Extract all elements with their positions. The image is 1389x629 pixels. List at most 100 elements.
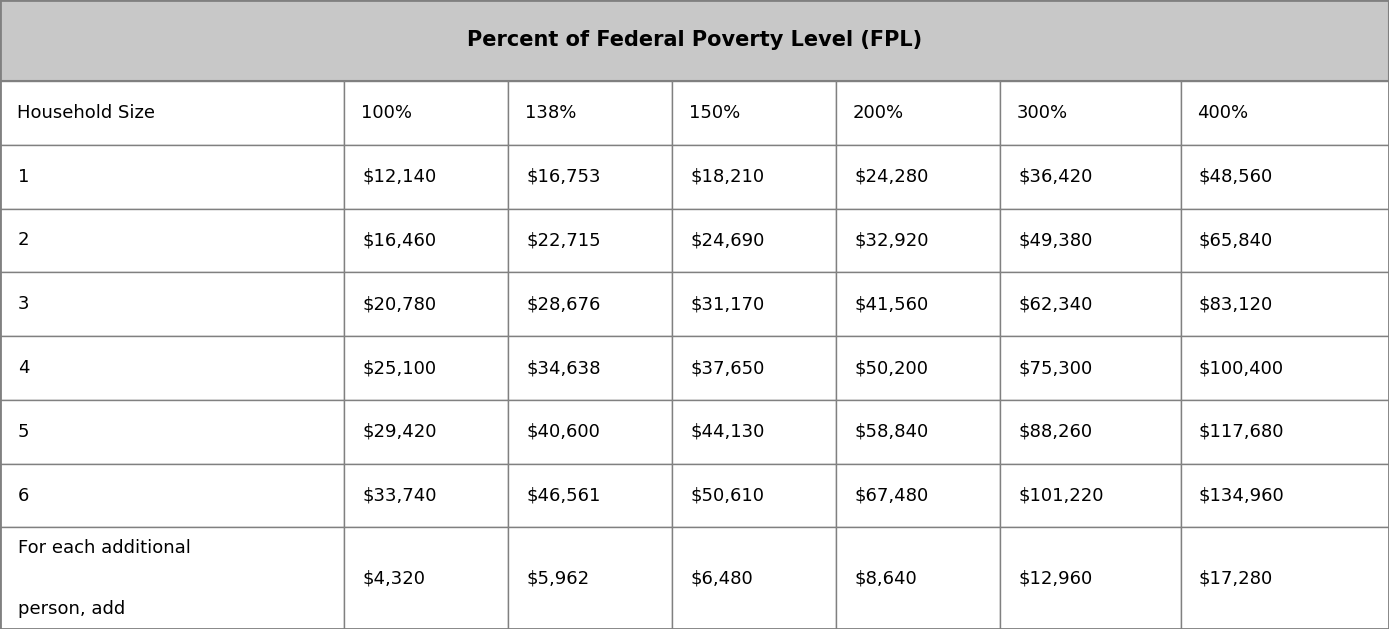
Bar <box>836 145 1000 209</box>
Bar <box>672 528 836 629</box>
Bar <box>1000 81 1181 145</box>
Text: $134,960: $134,960 <box>1199 487 1285 504</box>
Text: person, add: person, add <box>18 599 125 618</box>
Text: $20,780: $20,780 <box>363 295 436 313</box>
Bar <box>836 145 1000 209</box>
Bar <box>1181 81 1389 145</box>
Bar <box>836 400 1000 464</box>
Bar <box>836 272 1000 336</box>
Bar <box>344 336 508 400</box>
Bar <box>1181 145 1389 209</box>
Text: $16,753: $16,753 <box>526 167 601 186</box>
Text: $65,840: $65,840 <box>1199 231 1272 250</box>
Text: $16,460: $16,460 <box>363 231 436 250</box>
Bar <box>1000 336 1181 400</box>
Bar <box>1181 272 1389 336</box>
Bar <box>1000 528 1181 629</box>
Bar <box>344 272 508 336</box>
Text: 5: 5 <box>18 423 29 441</box>
Text: $12,140: $12,140 <box>363 167 436 186</box>
Text: $32,920: $32,920 <box>854 231 929 250</box>
Bar <box>836 400 1000 464</box>
Bar <box>0 145 344 209</box>
Bar <box>344 81 508 145</box>
Text: $88,260: $88,260 <box>1018 423 1092 441</box>
Text: 400%: 400% <box>1197 104 1249 122</box>
Bar <box>0 0 1389 81</box>
Bar <box>672 464 836 528</box>
Bar <box>0 81 344 145</box>
Bar <box>0 81 344 145</box>
Bar <box>1181 400 1389 464</box>
Text: $101,220: $101,220 <box>1018 487 1104 504</box>
Bar <box>344 464 508 528</box>
Bar <box>344 209 508 272</box>
Bar <box>836 528 1000 629</box>
Bar <box>344 336 508 400</box>
Bar <box>508 400 672 464</box>
Text: $12,960: $12,960 <box>1018 569 1092 587</box>
Text: 200%: 200% <box>853 104 904 122</box>
Bar <box>1181 209 1389 272</box>
Text: $46,561: $46,561 <box>526 487 601 504</box>
Text: 2: 2 <box>18 231 29 250</box>
Bar <box>836 209 1000 272</box>
Text: For each additional: For each additional <box>18 539 190 557</box>
Bar <box>672 400 836 464</box>
Bar <box>1000 209 1181 272</box>
Bar <box>344 400 508 464</box>
Bar <box>0 400 344 464</box>
Text: $37,650: $37,650 <box>690 359 765 377</box>
Text: $62,340: $62,340 <box>1018 295 1093 313</box>
Text: $33,740: $33,740 <box>363 487 438 504</box>
Text: $67,480: $67,480 <box>854 487 928 504</box>
Text: 4: 4 <box>18 359 29 377</box>
Bar <box>0 272 344 336</box>
Text: 300%: 300% <box>1017 104 1068 122</box>
Bar <box>672 81 836 145</box>
Text: $50,610: $50,610 <box>690 487 764 504</box>
Text: $34,638: $34,638 <box>526 359 601 377</box>
Bar <box>1181 464 1389 528</box>
Bar <box>672 145 836 209</box>
Text: 100%: 100% <box>361 104 413 122</box>
Bar <box>1000 528 1181 629</box>
Bar <box>508 145 672 209</box>
Bar <box>836 336 1000 400</box>
Bar <box>1181 336 1389 400</box>
Bar <box>0 400 344 464</box>
Bar <box>672 400 836 464</box>
Bar <box>0 0 1389 81</box>
Bar <box>1181 464 1389 528</box>
Text: $29,420: $29,420 <box>363 423 438 441</box>
Text: 1: 1 <box>18 167 29 186</box>
Bar <box>508 145 672 209</box>
Text: $6,480: $6,480 <box>690 569 753 587</box>
Bar <box>0 464 344 528</box>
Text: $100,400: $100,400 <box>1199 359 1283 377</box>
Bar <box>344 81 508 145</box>
Bar <box>836 209 1000 272</box>
Bar <box>508 528 672 629</box>
Text: $44,130: $44,130 <box>690 423 765 441</box>
Bar <box>0 464 344 528</box>
Bar <box>0 209 344 272</box>
Bar <box>1181 81 1389 145</box>
Bar <box>672 145 836 209</box>
Bar <box>508 209 672 272</box>
Bar <box>1000 209 1181 272</box>
Bar <box>344 272 508 336</box>
Text: $5,962: $5,962 <box>526 569 589 587</box>
Bar <box>1181 272 1389 336</box>
Text: 3: 3 <box>18 295 29 313</box>
Bar <box>836 81 1000 145</box>
Bar <box>508 81 672 145</box>
Bar <box>344 145 508 209</box>
Text: $41,560: $41,560 <box>854 295 928 313</box>
Text: $50,200: $50,200 <box>854 359 928 377</box>
Text: Household Size: Household Size <box>17 104 154 122</box>
Bar <box>0 145 344 209</box>
Text: $25,100: $25,100 <box>363 359 436 377</box>
Bar <box>508 528 672 629</box>
Bar <box>836 464 1000 528</box>
